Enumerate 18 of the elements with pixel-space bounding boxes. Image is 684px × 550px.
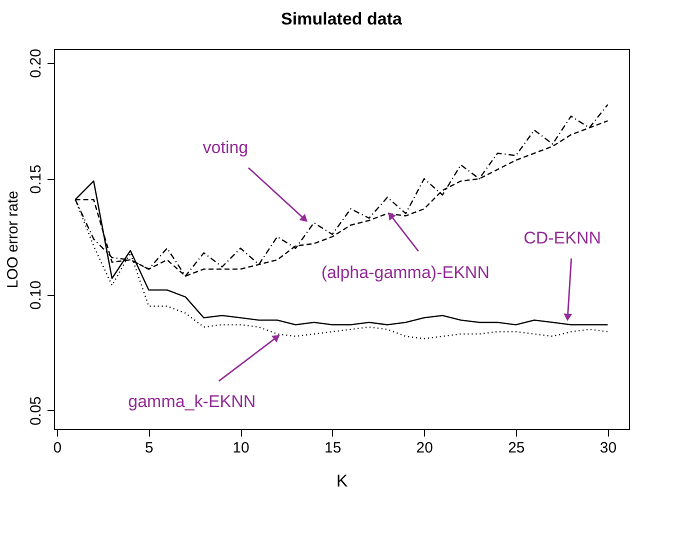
x-tick-label: 5: [145, 440, 154, 456]
x-axis-title: K: [336, 472, 348, 490]
y-tick-label: 0.15: [28, 164, 44, 194]
x-tick-label: 15: [324, 440, 342, 456]
annotation: voting: [202, 138, 248, 157]
annotation: CD-EKNN: [524, 228, 602, 248]
y-axis-title: LOO error rate: [4, 190, 22, 288]
chart-title: Simulated data: [281, 9, 402, 28]
x-tick-label: 30: [600, 440, 617, 456]
x-tick-label: 25: [508, 440, 525, 456]
x-tick-label: 10: [232, 440, 250, 456]
y-tick-label: 0.05: [28, 396, 44, 426]
y-tick-label: 0.10: [28, 280, 44, 310]
annotation: (alpha-gamma)-EKNN: [321, 263, 490, 282]
annotation: gamma_k-EKNN: [128, 392, 256, 411]
y-tick-label: 0.20: [28, 48, 44, 78]
x-tick-label: 20: [416, 440, 433, 456]
x-tick-label: 0: [53, 440, 62, 456]
